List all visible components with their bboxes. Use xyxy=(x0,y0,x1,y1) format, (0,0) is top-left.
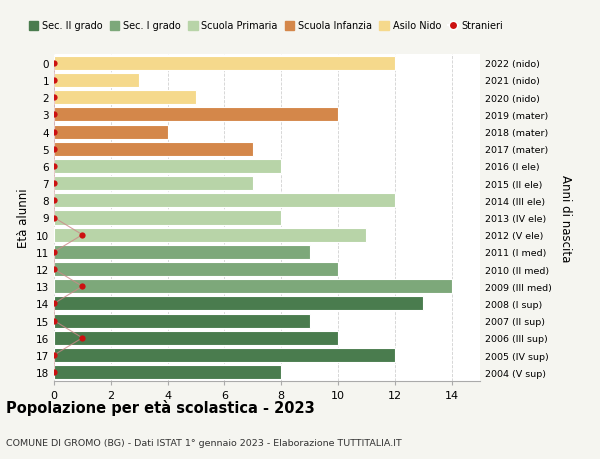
Bar xyxy=(54,228,367,242)
Y-axis label: Età alunni: Età alunni xyxy=(17,188,31,248)
Bar xyxy=(54,194,395,208)
Text: Popolazione per età scolastica - 2023: Popolazione per età scolastica - 2023 xyxy=(6,399,315,415)
Bar xyxy=(54,108,338,122)
Y-axis label: Anni di nascita: Anni di nascita xyxy=(559,174,572,262)
Bar xyxy=(54,160,281,174)
Bar xyxy=(54,125,167,139)
Bar xyxy=(54,314,310,328)
Bar xyxy=(54,245,310,259)
Bar xyxy=(54,280,452,294)
Bar xyxy=(54,263,338,276)
Bar xyxy=(54,142,253,157)
Bar xyxy=(54,74,139,88)
Bar xyxy=(54,297,423,311)
Bar xyxy=(54,348,395,362)
Bar xyxy=(54,91,196,105)
Legend: Sec. II grado, Sec. I grado, Scuola Primaria, Scuola Infanzia, Asilo Nido, Stran: Sec. II grado, Sec. I grado, Scuola Prim… xyxy=(25,17,507,35)
Bar xyxy=(54,365,281,380)
Text: COMUNE DI GROMO (BG) - Dati ISTAT 1° gennaio 2023 - Elaborazione TUTTITALIA.IT: COMUNE DI GROMO (BG) - Dati ISTAT 1° gen… xyxy=(6,438,402,448)
Bar xyxy=(54,56,395,71)
Bar xyxy=(54,331,338,345)
Bar xyxy=(54,177,253,191)
Bar xyxy=(54,211,281,225)
